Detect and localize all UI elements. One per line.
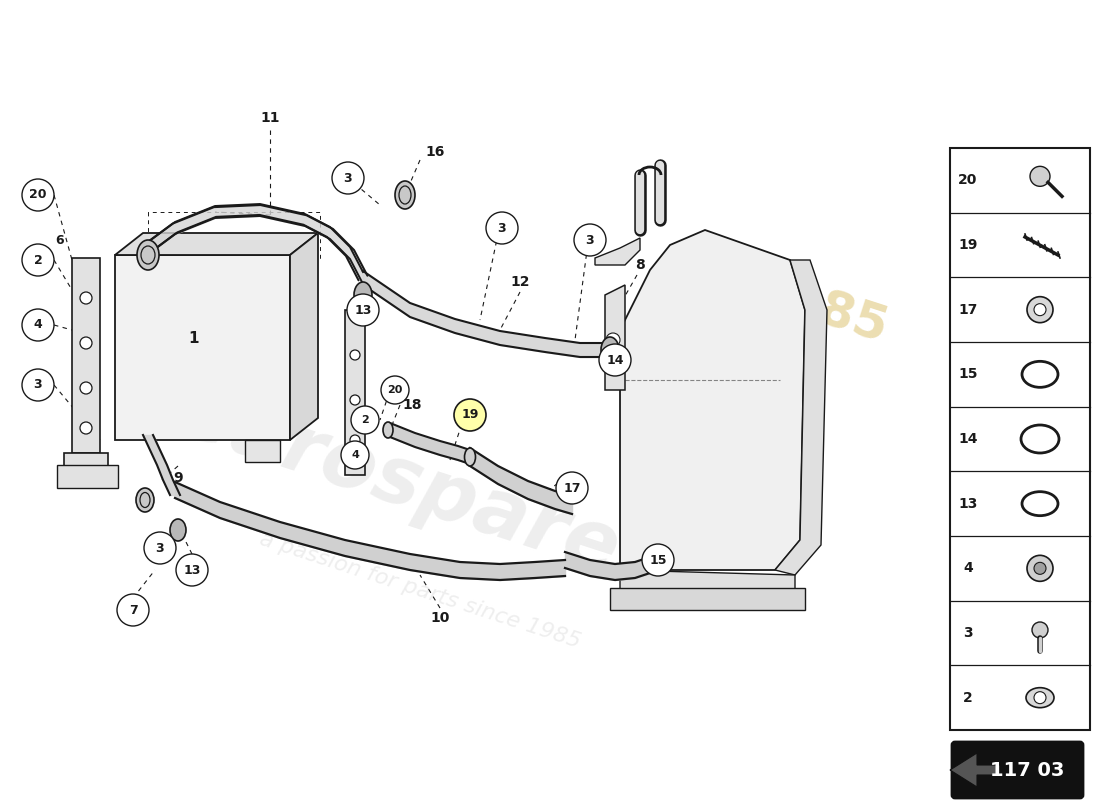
Text: 117 03: 117 03 [990,761,1065,779]
Circle shape [350,395,360,405]
Polygon shape [116,233,318,255]
Ellipse shape [395,181,415,209]
Polygon shape [345,310,365,475]
Circle shape [117,594,148,626]
Text: 13: 13 [958,497,978,510]
Text: 1985: 1985 [747,266,893,354]
Text: 4: 4 [964,562,972,575]
Text: 3: 3 [34,378,42,391]
Text: 8: 8 [635,258,645,272]
Circle shape [80,422,92,434]
Polygon shape [116,255,290,440]
Circle shape [556,472,588,504]
Circle shape [22,244,54,276]
Text: 1: 1 [188,330,199,346]
Polygon shape [950,753,1000,787]
Circle shape [642,544,674,576]
Circle shape [341,441,368,469]
Text: 2: 2 [964,690,972,705]
Polygon shape [605,285,625,390]
Text: 14: 14 [958,432,978,446]
Text: 11: 11 [261,111,279,125]
Text: 20: 20 [958,174,978,187]
Polygon shape [72,258,100,453]
Polygon shape [290,233,318,440]
Text: 3: 3 [497,222,506,234]
Circle shape [176,554,208,586]
Text: 10: 10 [430,611,450,625]
Text: 13: 13 [354,303,372,317]
Circle shape [606,333,620,347]
Text: 13: 13 [184,563,200,577]
Circle shape [350,350,360,360]
Circle shape [1032,622,1048,638]
Text: 20: 20 [387,385,403,395]
Circle shape [1027,297,1053,322]
Polygon shape [57,465,118,488]
Circle shape [381,376,409,404]
Circle shape [1027,555,1053,582]
Text: 17: 17 [563,482,581,494]
Text: 2: 2 [34,254,43,266]
Text: 18: 18 [403,398,421,412]
Text: 2: 2 [361,415,368,425]
Text: 15: 15 [649,554,667,566]
Circle shape [80,337,92,349]
Text: 3: 3 [343,171,352,185]
Circle shape [351,406,380,434]
Text: 3: 3 [156,542,164,554]
Circle shape [454,399,486,431]
Text: 15: 15 [958,367,978,382]
Polygon shape [620,570,795,592]
Circle shape [22,179,54,211]
Polygon shape [595,238,640,265]
Text: 19: 19 [461,409,478,422]
Circle shape [1034,692,1046,704]
Text: 16: 16 [426,145,444,159]
Circle shape [80,382,92,394]
Circle shape [144,532,176,564]
Text: 20: 20 [30,189,46,202]
Text: eurospares: eurospares [166,374,674,606]
Text: 6: 6 [56,234,64,246]
Text: 3: 3 [964,626,972,640]
Circle shape [80,292,92,304]
Circle shape [332,162,364,194]
Text: a passion for parts since 1985: a passion for parts since 1985 [257,529,583,651]
Circle shape [486,212,518,244]
Ellipse shape [383,422,393,438]
Text: 7: 7 [129,603,138,617]
Text: 4: 4 [351,450,359,460]
Ellipse shape [136,488,154,512]
FancyBboxPatch shape [952,742,1084,798]
Circle shape [1034,562,1046,574]
Text: 19: 19 [958,238,978,252]
Polygon shape [776,260,827,575]
Polygon shape [620,230,805,570]
Ellipse shape [1026,688,1054,708]
Circle shape [600,344,631,376]
Text: 12: 12 [510,275,530,289]
Polygon shape [610,588,805,610]
Ellipse shape [170,519,186,541]
Circle shape [1034,304,1046,316]
Polygon shape [245,440,280,462]
Circle shape [574,224,606,256]
Circle shape [350,435,360,445]
Ellipse shape [354,282,372,308]
Text: 3: 3 [585,234,594,246]
Circle shape [22,309,54,341]
Ellipse shape [138,240,160,270]
Circle shape [1030,166,1050,186]
Text: 9: 9 [173,471,183,485]
Text: 17: 17 [958,302,978,317]
Text: 4: 4 [34,318,43,331]
Polygon shape [64,453,108,471]
Circle shape [22,369,54,401]
Ellipse shape [601,337,619,363]
Ellipse shape [464,448,475,466]
Circle shape [346,294,380,326]
Text: 14: 14 [606,354,624,366]
